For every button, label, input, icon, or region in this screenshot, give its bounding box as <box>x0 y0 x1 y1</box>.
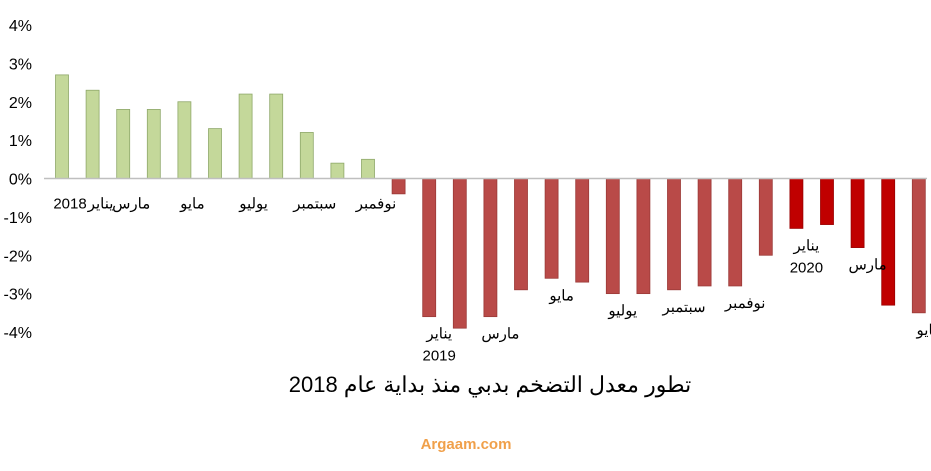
bar <box>758 178 773 256</box>
bar <box>391 178 406 195</box>
y-tick-label: 1% <box>9 133 32 150</box>
bar <box>789 178 804 229</box>
bar <box>330 162 345 179</box>
bar <box>85 89 100 179</box>
bar <box>605 178 620 295</box>
y-tick-label: 3% <box>9 56 32 73</box>
bar <box>544 178 559 279</box>
category-label: مايو <box>916 322 931 339</box>
category-label: يناير <box>425 326 452 343</box>
y-tick-label: -2% <box>4 248 32 265</box>
category-label: يناير <box>793 237 820 254</box>
category-label: مارس <box>112 196 150 213</box>
bar <box>728 178 743 287</box>
chart-title: تطور معدل التضخم بدبي منذ بداية عام 2018 <box>289 372 691 398</box>
y-tick-label: 2% <box>9 95 32 112</box>
category-label: نوفمبر <box>724 295 766 312</box>
category-label: مايو <box>179 196 205 213</box>
bar <box>361 158 375 179</box>
bar <box>483 178 498 318</box>
y-tick-label: -3% <box>4 287 32 304</box>
bar <box>422 178 437 318</box>
bar <box>299 132 314 179</box>
bar <box>55 74 69 179</box>
bar <box>452 178 467 329</box>
category-label: 2020 <box>790 259 823 276</box>
bars <box>55 74 926 329</box>
category-label: مارس <box>481 326 519 343</box>
y-tick-label: -1% <box>4 210 32 227</box>
bar <box>177 101 192 179</box>
bar <box>911 178 926 314</box>
y-tick-label: 0% <box>9 172 32 189</box>
category-label: مارس <box>849 257 887 274</box>
category-label: يناير <box>87 196 114 213</box>
argaam-watermark: Argaam.com <box>421 436 512 453</box>
y-axis-ticks: -4% -3% -2% -1% 0% 1% 2% 3% 4% <box>4 18 32 342</box>
bar <box>881 178 896 306</box>
bar <box>208 128 222 179</box>
y-tick-label: 4% <box>9 18 32 35</box>
category-label: 2018 <box>53 196 86 213</box>
bar <box>636 178 651 295</box>
bar <box>514 178 528 291</box>
bar <box>850 178 865 248</box>
category-label: 2019 <box>423 348 456 365</box>
category-label: نوفمبر <box>355 196 397 213</box>
bar <box>667 178 681 291</box>
category-label: يوليو <box>607 303 637 320</box>
category-label: مايو <box>548 287 574 304</box>
category-label: سبتمبر <box>292 196 336 213</box>
category-label: يوليو <box>238 196 268 213</box>
bar <box>575 178 590 283</box>
bar <box>146 109 161 179</box>
bar <box>269 93 284 179</box>
bar <box>697 178 712 287</box>
category-label: سبتمبر <box>661 299 705 316</box>
bar <box>238 93 253 179</box>
bar <box>820 178 834 225</box>
y-tick-label: -4% <box>4 325 32 342</box>
bar <box>116 109 131 179</box>
